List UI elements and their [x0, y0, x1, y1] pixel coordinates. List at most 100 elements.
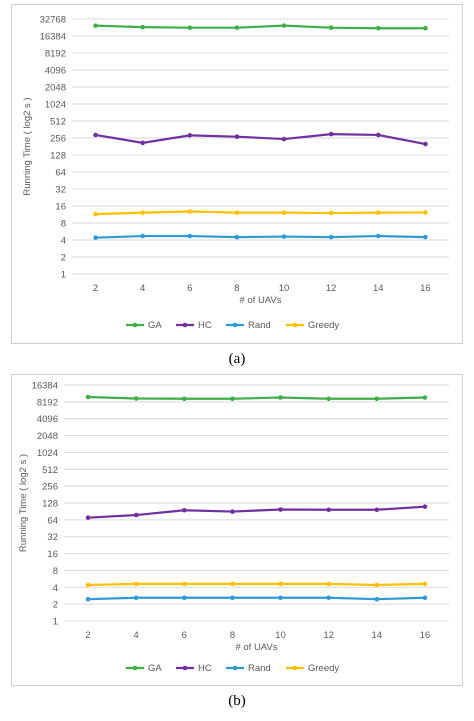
x-tick-label: 8 [234, 283, 239, 294]
data-point-ga [182, 396, 187, 402]
data-point-greedy [140, 210, 145, 215]
data-point-ga [93, 23, 98, 28]
data-point-hc [423, 141, 428, 147]
y-tick-label: 64 [55, 168, 66, 179]
chart-b-svg: 1248163264128256512102420484096819216384… [18, 381, 449, 674]
y-tick-label: 16 [47, 549, 58, 560]
y-axis-title: Running Time ( log2 s ) [22, 97, 33, 195]
data-point-hc [85, 515, 91, 520]
data-point-ga [328, 25, 334, 30]
data-point-rand [281, 234, 287, 239]
data-point-greedy [422, 581, 428, 587]
data-point-rand [93, 235, 98, 240]
data-point-greedy [133, 581, 139, 587]
data-point-greedy [182, 581, 187, 587]
y-tick-label: 1024 [37, 448, 58, 459]
data-point-greedy [328, 210, 334, 216]
legend-marker [292, 322, 298, 328]
data-point-greedy [281, 210, 287, 215]
series-line-hc [95, 133, 426, 146]
data-point-ga [422, 395, 428, 400]
data-point-greedy [187, 209, 193, 214]
legend-label: Rand [248, 663, 271, 674]
legend-item-rand: Rand [226, 663, 271, 674]
data-point-rand [374, 596, 380, 602]
y-tick-label: 512 [50, 117, 66, 128]
y-tick-label: 256 [42, 482, 58, 493]
y-tick-label: 1 [61, 270, 66, 281]
y-tick-label: 8192 [37, 397, 58, 408]
y-tick-label: 128 [50, 151, 66, 162]
x-tick-label: 16 [420, 630, 431, 641]
series-line-greedy [95, 210, 426, 216]
x-tick-label: 4 [134, 630, 139, 641]
legend-label: GA [148, 663, 162, 674]
series-line-greedy [88, 582, 425, 587]
data-point-greedy [376, 210, 381, 215]
data-point-greedy [326, 581, 331, 587]
series-line-rand [95, 234, 426, 239]
legend-marker [132, 322, 138, 328]
data-point-greedy [85, 582, 91, 588]
legend-item-ga: GA [126, 320, 162, 331]
data-point-greedy [374, 582, 380, 588]
y-tick-label: 4 [53, 583, 58, 594]
legend-marker [232, 322, 238, 328]
x-tick-label: 14 [372, 630, 383, 641]
data-point-rand [278, 595, 283, 601]
series-line-hc [88, 505, 426, 519]
legend-item-hc: HC [176, 663, 212, 674]
data-point-ga [278, 395, 283, 400]
data-point-rand [133, 595, 139, 601]
legend-label: HC [198, 320, 212, 331]
y-tick-label: 4096 [37, 414, 58, 425]
x-tick-label: 8 [230, 630, 235, 641]
x-axis-title: # of UAVs [239, 295, 281, 306]
y-tick-label: 2048 [37, 431, 58, 442]
data-point-rand [326, 595, 331, 601]
x-tick-label: 12 [326, 283, 337, 294]
data-point-rand [422, 595, 428, 601]
legend-marker [232, 665, 238, 671]
legend-item-hc: HC [176, 320, 212, 331]
data-point-greedy [278, 581, 283, 587]
data-point-rand [187, 233, 193, 239]
legend-item-rand: Rand [226, 320, 271, 331]
data-point-greedy [93, 211, 98, 217]
legend-item-greedy: Greedy [286, 663, 339, 674]
y-tick-label: 256 [50, 134, 66, 145]
y-tick-label: 2 [61, 253, 66, 264]
y-tick-label: 8 [53, 566, 58, 577]
data-point-hc [230, 509, 235, 514]
y-tick-label: 32 [55, 185, 66, 196]
y-tick-label: 32 [47, 532, 58, 543]
legend-marker [182, 665, 188, 671]
data-point-hc [281, 136, 287, 142]
legend-label: HC [198, 663, 212, 674]
legend-label: Rand [248, 320, 271, 331]
data-point-greedy [230, 581, 235, 587]
data-point-greedy [423, 210, 428, 215]
data-point-rand [234, 234, 240, 240]
y-tick-label: 2 [53, 600, 58, 611]
y-tick-label: 2048 [45, 83, 66, 94]
x-tick-label: 6 [182, 630, 187, 641]
data-point-hc [140, 140, 145, 146]
y-tick-label: 1024 [45, 100, 66, 111]
data-point-hc [133, 512, 139, 518]
x-axis-title: # of UAVs [235, 642, 277, 653]
data-point-ga [376, 25, 381, 31]
x-tick-label: 10 [275, 630, 286, 641]
legend-item-ga: GA [126, 663, 162, 674]
y-tick-label: 128 [42, 499, 58, 510]
chart-a-svg: 1248163264128256512102420484096819216384… [22, 15, 449, 331]
x-tick-label: 14 [373, 283, 384, 294]
chart-panel-a: 1 2 4 8 16 32 64 128 256 512 1024 2048 4096 8192 16384… [11, 4, 463, 344]
data-point-ga [140, 24, 145, 30]
data-point-rand [85, 596, 91, 602]
data-point-hc [234, 134, 240, 139]
y-tick-label: 32768 [40, 15, 66, 26]
legend-item-greedy: Greedy [286, 320, 339, 331]
data-point-hc [422, 504, 428, 509]
data-point-ga [423, 25, 428, 31]
